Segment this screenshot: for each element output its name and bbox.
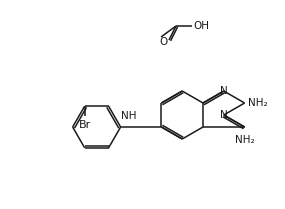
- Text: O: O: [160, 37, 168, 47]
- Text: NH: NH: [121, 111, 137, 121]
- Text: N: N: [220, 110, 228, 120]
- Text: NH₂: NH₂: [248, 98, 267, 108]
- Text: Br: Br: [78, 120, 91, 130]
- Text: OH: OH: [193, 21, 209, 31]
- Text: N: N: [220, 86, 228, 96]
- Text: NH₂: NH₂: [235, 135, 255, 145]
